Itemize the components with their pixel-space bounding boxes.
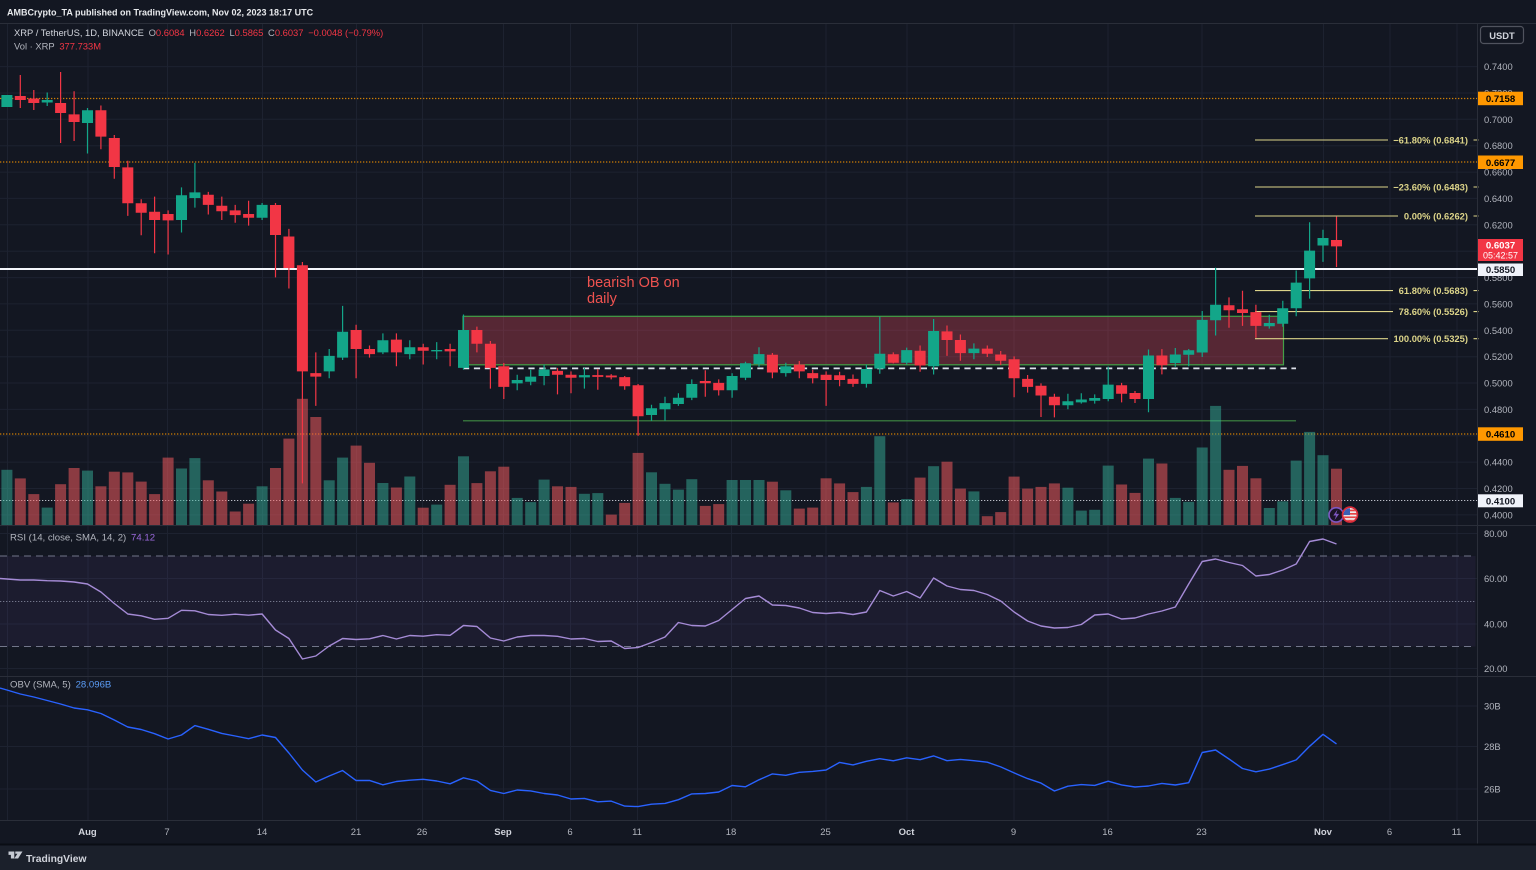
svg-text:9: 9 <box>1011 827 1016 838</box>
svg-text:0.00% (0.6262): 0.00% (0.6262) <box>1404 211 1468 222</box>
svg-text:0.4800: 0.4800 <box>1484 404 1513 415</box>
svg-text:−61.80% (0.6841): −61.80% (0.6841) <box>1393 135 1468 146</box>
svg-text:USDT: USDT <box>1489 30 1515 41</box>
svg-text:26: 26 <box>417 827 428 838</box>
svg-text:0.4610: 0.4610 <box>1486 430 1515 441</box>
svg-text:100.00% (0.5325): 100.00% (0.5325) <box>1393 333 1468 344</box>
svg-text:6: 6 <box>567 827 572 838</box>
svg-text:daily: daily <box>587 291 618 307</box>
svg-text:16: 16 <box>1102 827 1113 838</box>
svg-text:0.6400: 0.6400 <box>1484 193 1513 204</box>
svg-text:0.4000: 0.4000 <box>1484 509 1513 520</box>
svg-text:0.5800: 0.5800 <box>1484 272 1513 283</box>
svg-text:TradingView: TradingView <box>26 854 87 865</box>
svg-text:60.00: 60.00 <box>1484 573 1507 584</box>
svg-text:6: 6 <box>1387 827 1392 838</box>
svg-text:0.5400: 0.5400 <box>1484 325 1513 336</box>
svg-text:Nov: Nov <box>1314 827 1333 838</box>
svg-text:61.80% (0.5683): 61.80% (0.5683) <box>1399 285 1468 296</box>
svg-text:bearish OB on: bearish OB on <box>587 275 680 291</box>
svg-text:0.5600: 0.5600 <box>1484 298 1513 309</box>
svg-text:14: 14 <box>257 827 268 838</box>
svg-text:XRP / TetherUS, 1D, BINANCE O0: XRP / TetherUS, 1D, BINANCE O0.6084 H0.6… <box>14 27 383 38</box>
svg-text:23: 23 <box>1196 827 1207 838</box>
svg-text:20.00: 20.00 <box>1484 663 1507 674</box>
svg-text:28B: 28B <box>1484 741 1501 752</box>
svg-text:Aug: Aug <box>78 827 97 838</box>
svg-text:18: 18 <box>726 827 737 838</box>
svg-text:25: 25 <box>820 827 831 838</box>
svg-text:11: 11 <box>632 827 642 838</box>
svg-text:40.00: 40.00 <box>1484 619 1507 630</box>
svg-text:0.6800: 0.6800 <box>1484 140 1513 151</box>
svg-text:7: 7 <box>164 827 169 838</box>
svg-text:RSI (14, close, SMA, 14, 2) 74: RSI (14, close, SMA, 14, 2) 74.12 <box>10 533 155 544</box>
svg-text:0.6200: 0.6200 <box>1484 219 1513 230</box>
svg-text:0.7400: 0.7400 <box>1484 61 1513 72</box>
svg-text:05:42:57: 05:42:57 <box>1483 251 1518 261</box>
svg-text:AMBCrypto_TA published on Trad: AMBCrypto_TA published on TradingView.co… <box>7 8 314 18</box>
svg-text:OBV (SMA, 5) 28.096B: OBV (SMA, 5) 28.096B <box>10 680 111 691</box>
svg-text:0.5200: 0.5200 <box>1484 351 1513 362</box>
svg-text:0.6600: 0.6600 <box>1484 167 1513 178</box>
svg-text:0.5850: 0.5850 <box>1486 265 1515 276</box>
svg-text:21: 21 <box>351 827 362 838</box>
svg-text:0.5000: 0.5000 <box>1484 378 1513 389</box>
svg-text:0.7000: 0.7000 <box>1484 114 1513 125</box>
svg-text:Oct: Oct <box>899 827 916 838</box>
svg-text:0.4400: 0.4400 <box>1484 457 1513 468</box>
svg-text:30B: 30B <box>1484 701 1501 712</box>
svg-text:Sep: Sep <box>494 827 512 838</box>
svg-text:−23.60% (0.6483): −23.60% (0.6483) <box>1393 182 1468 193</box>
svg-text:80.00: 80.00 <box>1484 528 1507 539</box>
svg-text:0.6037: 0.6037 <box>1486 241 1515 252</box>
svg-text:11: 11 <box>1452 827 1462 838</box>
svg-text:78.60% (0.5526): 78.60% (0.5526) <box>1399 306 1468 317</box>
svg-text:0.7158: 0.7158 <box>1486 94 1516 105</box>
svg-text:26B: 26B <box>1484 784 1501 795</box>
svg-text:0.6677: 0.6677 <box>1486 158 1515 169</box>
svg-text:0.4200: 0.4200 <box>1484 483 1513 494</box>
svg-text:Vol · XRP 377.733M: Vol · XRP 377.733M <box>14 41 101 52</box>
svg-text:0.4100: 0.4100 <box>1486 496 1515 507</box>
